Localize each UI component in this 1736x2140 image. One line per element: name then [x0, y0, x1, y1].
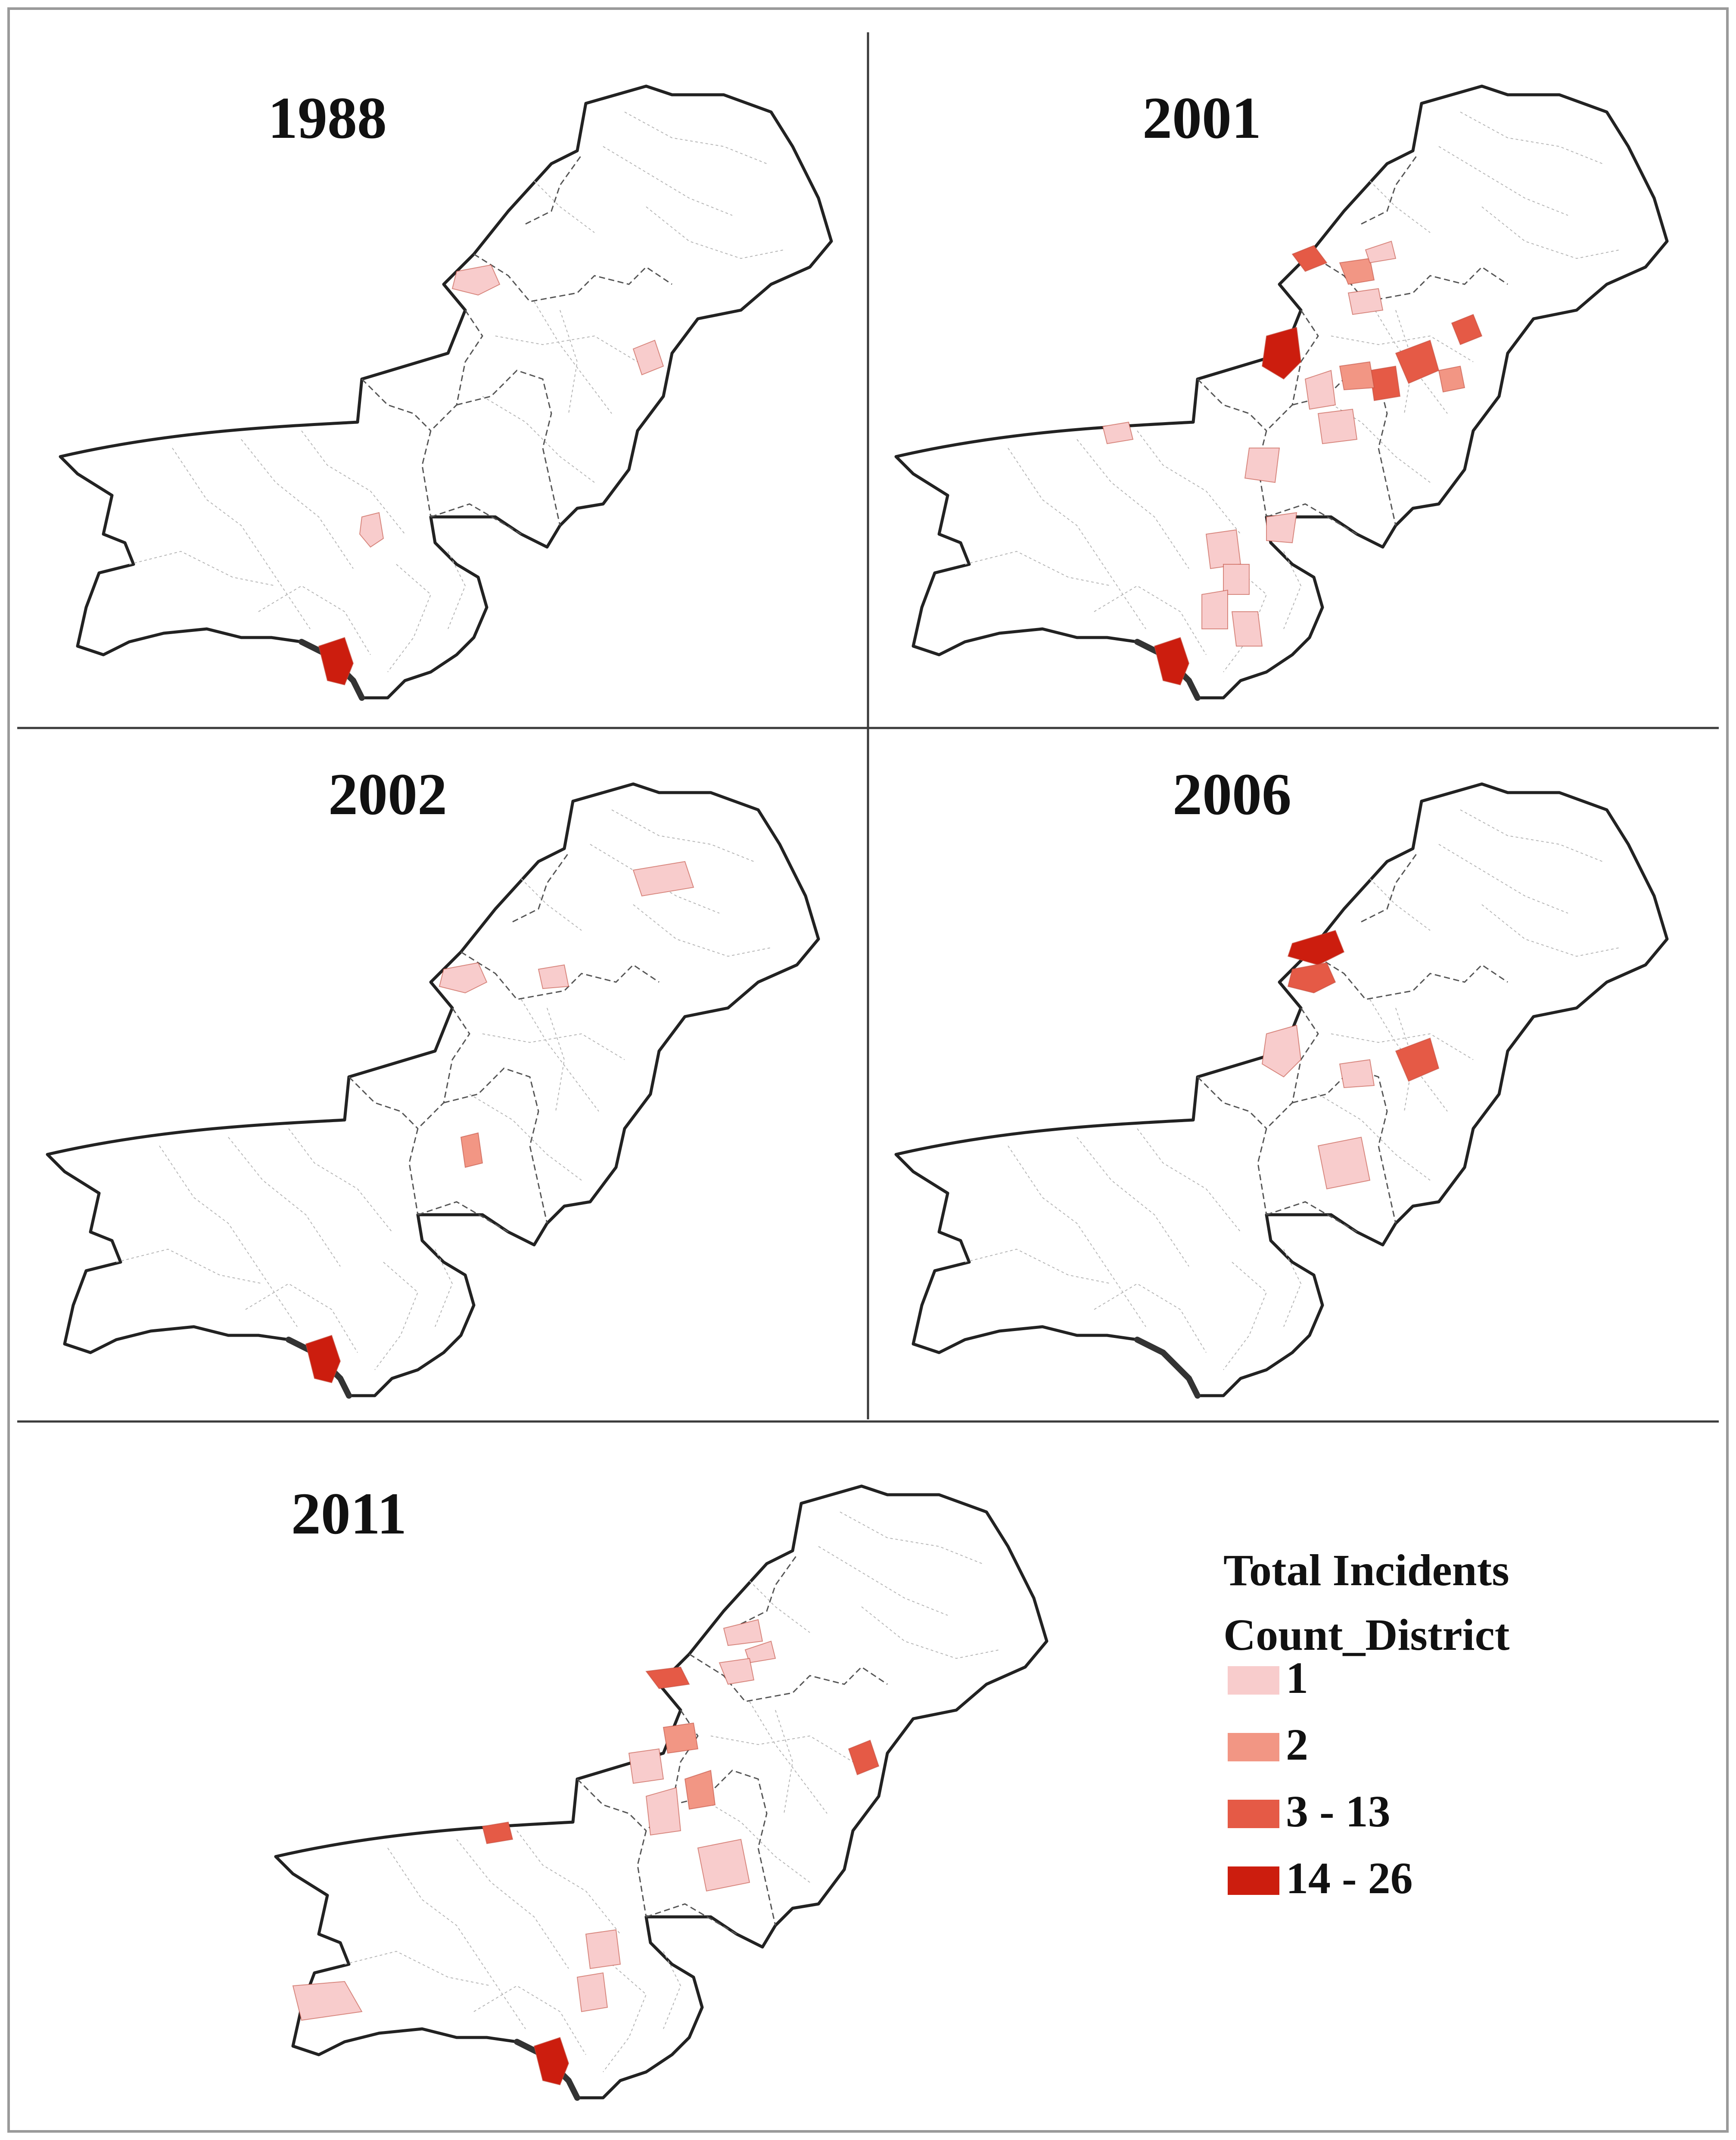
district-peshawar: [1287, 962, 1336, 994]
highlight-layer: [1102, 240, 1483, 686]
district-jacobabad: [585, 1929, 621, 1969]
district-attock: [1347, 288, 1384, 315]
district-islamabad: [538, 964, 569, 989]
year-label: 2002: [328, 761, 447, 827]
district-quetta: [482, 1821, 513, 1845]
district-mianwali: [684, 1770, 716, 1810]
map-panel: 2006: [896, 761, 1667, 1396]
district-karachi: [533, 2037, 569, 2086]
district-bahawalnagar: [1317, 408, 1358, 445]
legend-title-line1: Total Incidents: [1223, 1546, 1509, 1595]
highlight-layer: [305, 861, 694, 1384]
district-hazara: [723, 1619, 763, 1646]
district-peshawar: [451, 264, 501, 296]
district-bahawalpur: [697, 1838, 750, 1892]
legend-swatch: [1228, 1666, 1279, 1695]
year-label: 2006: [1173, 761, 1291, 827]
map-panel: 2002: [47, 761, 818, 1396]
legend-label: 1: [1286, 1653, 1308, 1703]
district-sargodha: [1339, 361, 1375, 391]
district-kasur: [1438, 365, 1465, 393]
district-bajaur: [1287, 930, 1345, 966]
district-gilgit: [632, 861, 694, 897]
legend-title-line2: Count_District: [1223, 1610, 1510, 1660]
map-panel: 1988: [60, 85, 831, 698]
district-dera-ismail-khan: [645, 1787, 681, 1836]
legend-swatch: [1228, 1800, 1279, 1828]
district-rawalpindi: [1339, 258, 1375, 285]
district-swat: [1365, 240, 1397, 264]
legend-items: 1 2 3 - 13 14 - 26: [1228, 1653, 1413, 1903]
district-quetta: [1102, 421, 1134, 445]
district-karachi: [305, 1334, 341, 1384]
legend-label: 14 - 26: [1286, 1854, 1413, 1903]
legend-label: 3 - 13: [1286, 1787, 1391, 1836]
district-badin: [1231, 611, 1263, 647]
map-panel: 2001: [896, 85, 1667, 698]
district-rahim-yar-khan: [1266, 512, 1297, 544]
highlight-layer: [318, 264, 664, 686]
district-larkana: [1223, 564, 1250, 595]
district-khyber: [645, 1666, 690, 1689]
district-multan: [460, 1132, 483, 1168]
legend-swatch: [1228, 1733, 1279, 1761]
year-label: 2011: [291, 1481, 407, 1546]
district-north-waziristan: [1261, 1024, 1302, 1078]
district-jacobabad: [1205, 529, 1241, 569]
district-peshawar: [439, 962, 488, 994]
district-sialkot: [1451, 314, 1483, 345]
district-faisalabad: [1395, 1037, 1440, 1082]
district-karachi: [318, 637, 354, 686]
highlight-layer: [292, 1619, 880, 2086]
district-jhang: [1369, 365, 1401, 401]
district-sargodha: [1339, 1059, 1375, 1089]
year-label: 1988: [268, 85, 387, 151]
district-karachi: [1154, 637, 1190, 686]
district-bannu: [663, 1722, 699, 1754]
legend-label: 2: [1286, 1720, 1308, 1770]
legend-swatch: [1228, 1866, 1279, 1895]
district-south-waziristan: [628, 1748, 664, 1784]
district-north-waziristan: [1261, 327, 1302, 380]
district-mianwali: [1304, 370, 1336, 410]
legend: Total Incidents Count_District 123 - 131…: [1223, 1546, 1510, 1903]
highlight-layer: [1261, 930, 1440, 1190]
map-panel: 2011: [276, 1481, 1047, 2098]
district-lahore: [632, 339, 664, 376]
district-kech: [292, 1981, 363, 2021]
district-dera-ghazi-khan: [1244, 448, 1280, 483]
district-bahawalpur: [1317, 1136, 1371, 1190]
district-mohmand: [1291, 245, 1328, 272]
year-label: 2001: [1142, 85, 1261, 151]
district-lahore: [848, 1739, 880, 1776]
district-rawalpindi: [719, 1658, 755, 1685]
district-dadu: [576, 1972, 608, 2012]
district-hyderabad: [1201, 589, 1228, 629]
district-sukkur: [359, 512, 384, 548]
